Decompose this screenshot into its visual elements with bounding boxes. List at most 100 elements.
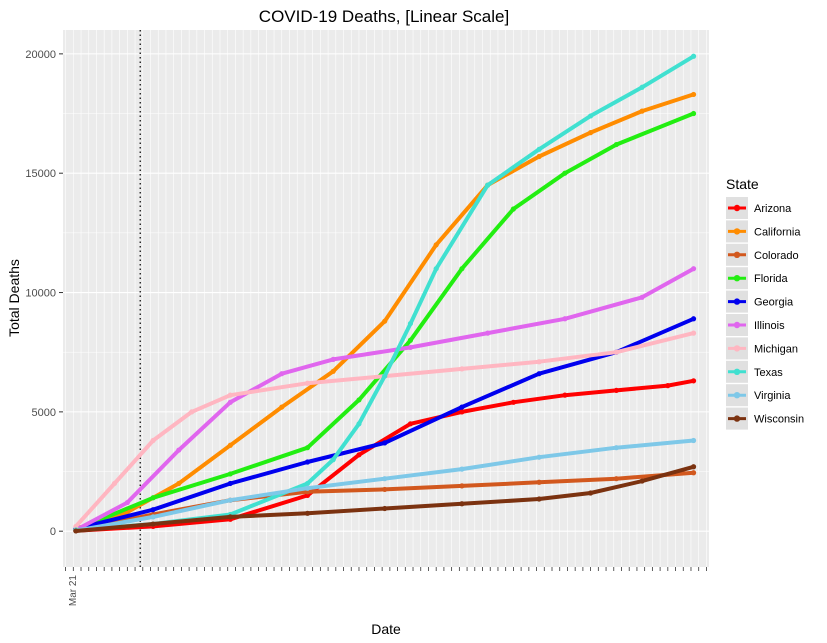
data-point-florida [510,206,516,212]
legend-label-georgia: Georgia [754,297,794,309]
data-point-texas [356,421,362,427]
data-point-virginia [459,466,465,472]
y-tick-label: 20000 [25,49,56,61]
legend-swatch-point [733,345,741,352]
data-point-michigan [189,409,195,415]
data-point-arizona [407,421,414,427]
data-point-arizona [690,378,697,384]
data-point-arizona [510,399,516,405]
x-axis-title: Date [371,621,401,637]
data-point-california [690,91,697,98]
data-point-california [536,153,542,160]
data-point-arizona [665,383,671,389]
y-tick-label: 15000 [25,168,56,180]
data-point-virginia [536,454,542,460]
data-point-florida [227,471,233,477]
data-point-colorado [613,476,619,482]
legend-swatch-point [733,228,741,235]
data-point-illinois [690,266,697,272]
legend-swatch-point [733,392,741,399]
legend-label-texas: Texas [754,367,783,379]
data-point-virginia [690,437,697,444]
data-point-georgia [304,459,311,465]
data-point-illinois [124,499,130,506]
data-point-wisconsin [639,478,645,484]
legend: State Arizona California Colorado Florida Ge… [726,176,804,430]
x-tick-label: Mar 21 [68,575,79,607]
data-point-illinois [279,371,285,377]
legend-label-virginia: Virginia [754,390,791,402]
data-point-texas [690,53,697,59]
data-point-california [279,404,285,410]
data-point-wisconsin [382,505,388,512]
data-point-texas [536,146,542,152]
data-point-wisconsin [536,496,542,502]
data-point-michigan [111,480,118,487]
data-point-arizona [304,492,311,498]
data-point-georgia [150,507,156,513]
legend-label-california: California [754,226,801,238]
data-point-wisconsin [588,490,594,496]
data-point-florida [356,397,362,403]
data-point-florida [304,445,311,451]
data-point-california [639,108,645,114]
legend-swatch-point [733,251,741,258]
data-point-wisconsin [690,464,697,470]
data-point-illinois [639,294,645,300]
data-point-michigan [459,366,465,372]
series-lines [73,53,697,534]
data-point-illinois [227,399,233,405]
data-point-georgia [382,440,388,446]
data-point-virginia [227,497,233,503]
series-line-wisconsin [73,464,696,533]
x-axis: Mar 21 [65,567,707,607]
data-point-florida [459,266,465,272]
data-point-illinois [330,356,336,362]
data-point-colorado [690,470,697,476]
data-point-colorado [382,486,388,493]
data-point-texas [639,84,645,90]
data-point-wisconsin [304,510,311,516]
data-point-california [588,130,594,136]
data-point-michigan [304,380,311,386]
legend-swatch-point [733,321,741,329]
legend-swatch-point [733,298,741,305]
data-point-michigan [690,330,697,336]
data-point-colorado [459,483,465,489]
data-point-michigan [227,392,233,398]
data-point-illinois [407,344,414,351]
data-point-michigan [73,523,79,530]
data-point-arizona [459,409,465,415]
legend-label-wisconsin: Wisconsin [754,414,804,426]
legend-label-illinois: Illinois [754,320,785,332]
data-point-virginia [150,514,156,520]
legend-label-florida: Florida [754,273,789,285]
y-tick-label: 0 [50,526,56,538]
data-point-colorado [304,489,311,495]
series-line-texas [73,54,696,532]
data-point-florida [613,141,619,148]
data-point-texas [485,182,491,188]
y-tick-label: 10000 [25,288,56,300]
data-point-california [382,318,388,324]
data-point-florida [407,337,414,343]
y-axis: 0 5000 10000 15000 20000 [25,49,63,538]
data-point-georgia [690,316,697,322]
data-point-wisconsin [73,528,79,534]
data-point-illinois [485,330,491,336]
data-point-georgia [227,480,233,487]
legend-swatch-point [733,275,741,282]
data-point-wisconsin [150,521,156,527]
data-point-michigan [613,349,619,355]
chart-title: COVID-19 Deaths, [Linear Scale] [259,7,509,26]
data-point-california [330,368,336,374]
data-point-virginia [613,445,619,451]
legend-swatch-point [733,368,741,375]
data-point-florida [150,495,156,501]
data-point-arizona [562,392,568,398]
data-point-california [227,442,233,448]
data-point-wisconsin [227,514,233,520]
legend-swatch-point [733,204,741,212]
legend-label-colorado: Colorado [754,250,799,262]
